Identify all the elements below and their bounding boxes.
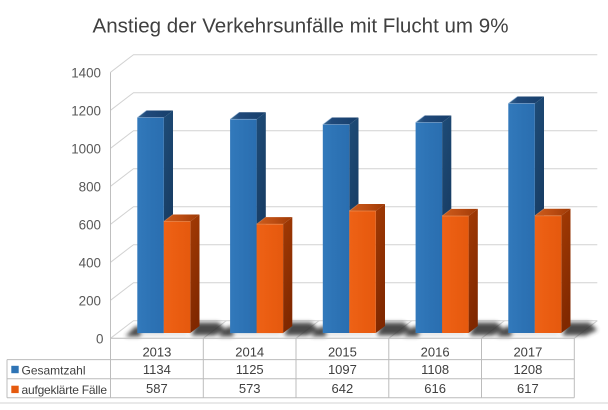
svg-text:642: 642 <box>332 381 354 396</box>
svg-text:Gesamtzahl: Gesamtzahl <box>22 363 86 377</box>
svg-text:Anstieg der Verkehrsunfälle mi: Anstieg der Verkehrsunfälle mit Flucht u… <box>93 16 509 38</box>
svg-text:1125: 1125 <box>236 362 264 377</box>
svg-text:400: 400 <box>79 256 101 271</box>
svg-text:1134: 1134 <box>143 362 171 377</box>
svg-text:2014: 2014 <box>235 344 264 359</box>
svg-text:1400: 1400 <box>71 66 101 81</box>
svg-text:600: 600 <box>79 218 101 233</box>
svg-text:2015: 2015 <box>328 344 357 359</box>
svg-text:aufgeklärte Fälle: aufgeklärte Fälle <box>22 383 108 397</box>
svg-text:1108: 1108 <box>421 362 449 377</box>
svg-text:1097: 1097 <box>328 362 357 377</box>
svg-text:2017: 2017 <box>513 344 542 359</box>
svg-text:1000: 1000 <box>71 142 101 157</box>
svg-text:1208: 1208 <box>513 362 542 377</box>
svg-text:1200: 1200 <box>71 104 101 119</box>
svg-text:617: 617 <box>517 381 539 396</box>
svg-text:200: 200 <box>79 294 101 309</box>
svg-text:800: 800 <box>79 180 101 195</box>
svg-text:2013: 2013 <box>142 344 171 359</box>
svg-text:0: 0 <box>96 332 103 347</box>
svg-text:573: 573 <box>239 381 261 396</box>
svg-text:2016: 2016 <box>421 344 450 359</box>
svg-text:616: 616 <box>424 381 446 396</box>
svg-text:587: 587 <box>146 381 168 396</box>
